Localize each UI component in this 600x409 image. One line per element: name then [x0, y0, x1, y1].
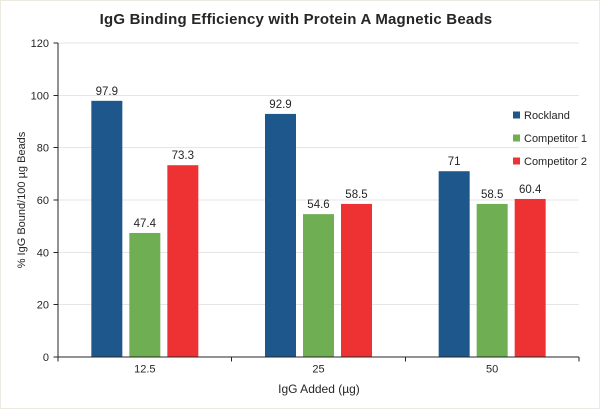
- bar-competitor-2-12.5: [167, 165, 199, 357]
- bar-competitor-1-25: [303, 214, 334, 357]
- bar-value-labels: 97.9 92.9 71 47.4 54.6 58.5 73.3 58.5 60.4: [96, 86, 542, 230]
- legend-item-competitor-1: Competitor 1: [513, 133, 587, 145]
- bar-label-rockland-12.5: 97.9: [96, 86, 118, 98]
- y-tick-label-40: 40: [37, 247, 49, 259]
- bar-label-competitor-1-12.5: 47.4: [134, 218, 157, 230]
- bar-rockland-25: [265, 113, 296, 357]
- chart-title: IgG Binding Efficiency with Protein A Ma…: [100, 11, 493, 28]
- axis-ticks: [53, 42, 580, 362]
- y-tick-label-60: 60: [37, 195, 49, 207]
- bar-label-competitor-1-50: 58.5: [481, 189, 503, 201]
- y-tick-label-100: 100: [31, 90, 49, 102]
- bar-series: [91, 100, 546, 357]
- bar-label-competitor-2-50: 60.4: [519, 184, 542, 196]
- bar-label-competitor-2-12.5: 73.3: [172, 150, 194, 162]
- legend-label-competitor-2: Competitor 2: [524, 156, 587, 168]
- y-tick-label-80: 80: [37, 143, 49, 155]
- bar-rockland-12.5: [91, 100, 123, 357]
- axis-lines: [57, 43, 579, 358]
- legend-swatch-rockland: [513, 111, 520, 119]
- bar-competitor-2-50: [514, 198, 546, 357]
- legend-label-competitor-1: Competitor 1: [524, 133, 587, 145]
- x-tick-label-50: 50: [486, 364, 498, 376]
- bar-label-rockland-25: 92.9: [269, 99, 291, 111]
- bar-competitor-1-12.5: [129, 232, 161, 357]
- bar-competitor-1-50: [476, 203, 508, 357]
- bar-label-competitor-1-25: 54.6: [307, 199, 329, 211]
- legend-swatch-competitor-1: [513, 134, 520, 142]
- legend: Rockland Competitor 1 Competitor 2: [513, 110, 587, 168]
- y-tick-labels: 0 20 40 60 80 100 120: [31, 38, 49, 364]
- legend-swatch-competitor-2: [513, 157, 520, 165]
- y-tick-label-120: 120: [31, 38, 49, 50]
- bar-competitor-2-25: [341, 203, 372, 357]
- y-tick-label-20: 20: [37, 300, 49, 312]
- bar-rockland-50: [438, 171, 470, 357]
- bar-label-rockland-50: 71: [448, 156, 461, 168]
- x-tick-label-12.5: 12.5: [134, 364, 155, 376]
- y-axis-title: % IgG Bound/100 µg Beads: [16, 131, 28, 268]
- x-tick-label-25: 25: [312, 364, 324, 376]
- legend-item-competitor-2: Competitor 2: [513, 156, 587, 168]
- x-tick-labels: 12.5 25 50: [134, 364, 498, 376]
- legend-label-rockland: Rockland: [524, 110, 570, 122]
- bar-label-competitor-2-25: 58.5: [345, 189, 367, 201]
- y-tick-label-0: 0: [43, 352, 49, 364]
- x-axis-title: IgG Added (µg): [278, 382, 360, 396]
- legend-item-rockland: Rockland: [513, 110, 570, 122]
